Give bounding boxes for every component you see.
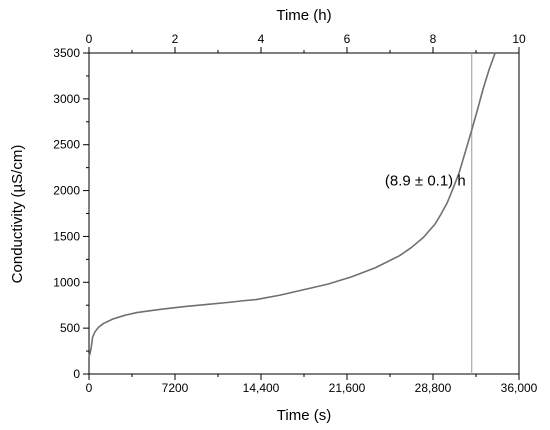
top-axis-ticks: 0 2 4 6 8 10: [86, 32, 526, 53]
plot-frame: [88, 52, 520, 375]
x-axis-ticks: 0 7200 14,400 21,600 28,800 36,000: [86, 374, 538, 395]
y-tick-label: 2000: [53, 184, 80, 198]
top-tick-label: 8: [430, 32, 437, 46]
x-tick-label: 21,600: [329, 381, 366, 395]
x-tick-label: 36,000: [501, 381, 538, 395]
x-axis-title: Time (s): [277, 407, 331, 424]
x-tick-label: 7200: [162, 381, 189, 395]
y-tick-label: 1000: [53, 275, 80, 289]
y-axis-ticks: 0 500 1000 1500 2000 2500 3000 3500: [53, 46, 89, 381]
annotation-label: (8.9 ± 0.1) h: [385, 172, 466, 189]
series-line: [88, 52, 496, 357]
y-tick-label: 1500: [53, 229, 80, 243]
top-axis-title: Time (h): [276, 7, 331, 24]
top-tick-label: 10: [512, 32, 526, 46]
y-tick-label: 3000: [53, 92, 80, 106]
x-tick-label: 0: [86, 381, 93, 395]
x-tick-label: 28,800: [415, 381, 452, 395]
plot-border: [88, 52, 520, 375]
y-tick-label: 0: [73, 367, 80, 381]
x-tick-label: 14,400: [243, 381, 280, 395]
y-tick-label: 3500: [53, 46, 80, 60]
top-tick-label: 4: [258, 32, 265, 46]
top-tick-label: 0: [86, 32, 93, 46]
y-tick-label: 2500: [53, 138, 80, 152]
top-tick-label: 6: [344, 32, 351, 46]
chart-marks: [88, 52, 496, 374]
y-axis-title: Conductivity (µS/cm): [9, 145, 26, 284]
y-tick-label: 500: [60, 321, 80, 335]
top-tick-label: 2: [172, 32, 179, 46]
